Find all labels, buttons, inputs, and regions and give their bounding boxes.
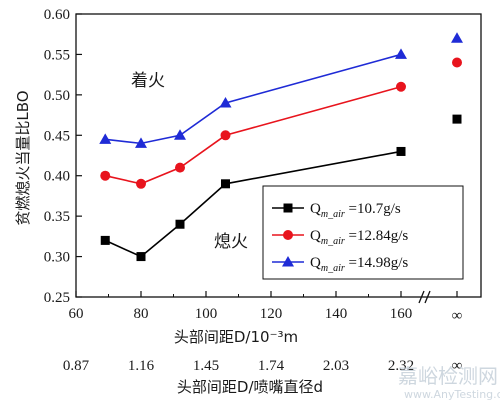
x2-tick-label: 1.16: [128, 358, 155, 374]
data-point: [395, 48, 407, 59]
data-point: [175, 219, 185, 229]
data-point: [99, 133, 112, 144]
x-tick-label: 100: [195, 306, 218, 322]
x2-tick-label: ∞: [452, 358, 463, 374]
y-tick-label: 0.60: [44, 7, 70, 23]
y-tick-label: 0.35: [44, 209, 70, 225]
data-point: [136, 252, 146, 262]
plot-frame: [75, 13, 482, 298]
x-tick-label: 60: [69, 306, 84, 322]
x-tick-label: 80: [134, 306, 149, 322]
legend-label: Qm_air =14.98g/s: [310, 255, 408, 274]
legend: Qm_air =10.7g/s Qm_air =12.84g/s Qm_air =1…: [262, 185, 464, 280]
data-point: [396, 146, 406, 156]
data-point: [396, 81, 406, 92]
legend-entry: Qm_air =12.84g/s: [272, 228, 408, 247]
y-tick-label: 0.30: [44, 250, 70, 266]
x2-tick-label: 1.45: [193, 358, 219, 374]
watermark-en: www.AnyTesting.com: [404, 388, 500, 401]
y-tick-label: 0.40: [44, 169, 70, 185]
x-tick-label: 160: [390, 306, 413, 322]
watermark: 嘉峪检测网 www.AnyTesting.com: [398, 364, 500, 401]
x-tick-label: 140: [325, 306, 348, 322]
data-point-inf: [451, 32, 463, 43]
y-axis-title: 贫燃熄火当量比LBO: [14, 90, 32, 225]
data-point: [100, 170, 111, 181]
x2-tick-label: 1.74: [258, 358, 285, 374]
series-1: [100, 114, 462, 262]
series-3: [99, 32, 463, 148]
x2-tick-label: 2.32: [388, 358, 414, 374]
y-tick-label: 0.55: [44, 47, 70, 63]
y-tick-label: 0.25: [44, 290, 70, 306]
data-point: [221, 179, 230, 189]
legend-marker: [283, 230, 293, 240]
series-line: [105, 86, 402, 185]
x2-tick-label: 0.87: [63, 358, 90, 374]
axis-break: [418, 290, 431, 304]
legend-box: [262, 185, 464, 280]
data-point: [100, 235, 110, 245]
data-point: [135, 137, 147, 148]
watermark-cn: 嘉峪检测网: [398, 364, 498, 388]
data-point: [136, 178, 146, 189]
data-point: [219, 96, 232, 108]
x-axis-title: 头部间距D/10⁻³m: [174, 328, 298, 346]
legend-label: Qm_air =12.84g/s: [310, 228, 408, 247]
y-tick-label: 0.50: [44, 88, 70, 104]
data-point-inf: [452, 57, 462, 68]
data-point-inf: [452, 114, 462, 124]
x2-tick-label: 2.03: [323, 358, 349, 374]
x-tick-label-inf: ∞: [452, 308, 463, 324]
data-point: [174, 129, 186, 140]
legend-marker: [283, 203, 293, 213]
data-point: [220, 130, 231, 141]
y-tick-label: 0.45: [44, 128, 70, 144]
data-point: [175, 162, 185, 173]
series-2: [100, 57, 462, 189]
legend-marker: [282, 256, 294, 267]
region-label-ignite: 着火: [131, 71, 165, 91]
x-tick-label: 120: [260, 306, 283, 322]
region-label-extinguish: 熄火: [214, 232, 248, 252]
legend-entry: Qm_air =14.98g/s: [272, 255, 408, 274]
legend-label: Qm_air =10.7g/s: [310, 201, 401, 220]
x2-axis-title: 头部间距D/喷嘴直径d: [177, 378, 323, 396]
legend-entry: Qm_air =10.7g/s: [272, 201, 401, 220]
